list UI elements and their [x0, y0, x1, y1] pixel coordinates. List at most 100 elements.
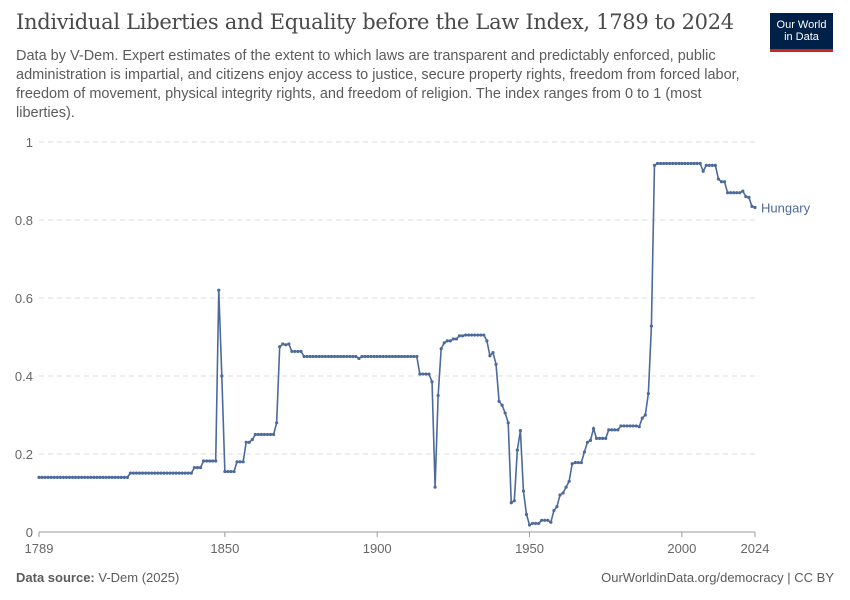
data-point	[427, 372, 431, 376]
owid-logo[interactable]: Our World in Data	[770, 13, 833, 52]
data-point	[354, 354, 358, 359]
data-point	[250, 437, 254, 442]
data-point	[366, 354, 370, 359]
data-point	[137, 471, 142, 475]
data-point	[211, 459, 215, 463]
data-point	[415, 354, 419, 359]
data-point	[204, 459, 209, 463]
data-point	[686, 161, 690, 166]
data-point	[738, 191, 742, 195]
data-point	[104, 475, 108, 479]
data-point	[552, 508, 556, 513]
data-point	[387, 354, 391, 359]
data-point	[241, 460, 245, 464]
data-point	[339, 354, 343, 359]
y-tick-label: 0.6	[15, 291, 33, 306]
data-point	[668, 161, 672, 166]
data-point	[153, 471, 157, 475]
data-point	[119, 475, 123, 479]
data-point	[238, 460, 242, 464]
footer-link[interactable]: OurWorldinData.org/democracy | CC BY	[601, 570, 834, 585]
data-point	[488, 354, 492, 358]
x-tick-label: 1900	[363, 541, 392, 556]
data-point	[360, 354, 364, 359]
data-point	[162, 471, 166, 475]
data-point	[561, 491, 565, 495]
data-point	[98, 475, 102, 479]
data-point	[180, 471, 184, 475]
data-point	[125, 475, 129, 479]
y-tick-label: 1	[26, 135, 33, 150]
data-point	[89, 475, 93, 479]
data-point	[436, 393, 440, 398]
data-point	[52, 475, 56, 479]
data-point	[232, 469, 236, 474]
data-point	[674, 161, 678, 166]
chart-subtitle: Data by V-Dem. Expert estimates of the e…	[16, 48, 740, 121]
data-point	[732, 191, 736, 195]
data-point	[86, 475, 90, 479]
source-name[interactable]: V-Dem (2025)	[98, 570, 180, 585]
data-point	[750, 204, 754, 208]
data-point	[622, 424, 626, 428]
data-point	[649, 324, 654, 328]
data-point	[680, 161, 684, 166]
data-point	[549, 520, 553, 524]
data-point	[497, 399, 501, 403]
data-point	[372, 354, 376, 359]
data-point	[147, 471, 151, 475]
data-point	[741, 189, 745, 193]
data-point	[70, 475, 75, 479]
data-point	[272, 432, 276, 437]
data-point	[308, 354, 312, 359]
data-point	[296, 349, 300, 354]
data-point	[707, 163, 711, 167]
data-point	[719, 180, 724, 184]
data-point	[457, 334, 462, 338]
data-point	[37, 475, 41, 479]
data-point	[140, 471, 145, 475]
data-point	[704, 163, 708, 167]
y-tick-label: 0.4	[15, 369, 33, 384]
data-point	[424, 372, 428, 376]
data-point	[555, 505, 559, 509]
data-point	[332, 354, 337, 359]
data-point	[503, 411, 507, 415]
x-tick-label: 1850	[210, 541, 239, 556]
data-point	[582, 450, 586, 454]
data-point	[591, 427, 596, 431]
x-tick-label: 2024	[741, 541, 770, 556]
data-point	[625, 424, 629, 428]
data-point	[128, 471, 133, 475]
data-point	[579, 460, 583, 465]
data-point	[476, 333, 480, 337]
data-point	[729, 191, 733, 195]
data-point	[463, 333, 468, 337]
data-point	[482, 333, 486, 337]
data-point	[512, 499, 516, 503]
data-point	[293, 349, 297, 354]
data-point	[418, 372, 422, 376]
logo-line-1: Our World	[776, 19, 827, 31]
data-point	[640, 416, 644, 420]
data-point	[131, 471, 136, 475]
data-point	[156, 471, 160, 475]
data-point	[342, 354, 346, 359]
data-point	[323, 354, 327, 359]
data-point	[262, 432, 267, 437]
data-point	[287, 342, 291, 346]
data-point	[652, 163, 657, 167]
data-point	[290, 349, 294, 354]
data-point	[515, 448, 519, 452]
data-point	[433, 485, 437, 489]
data-point	[421, 372, 425, 376]
data-point	[683, 161, 687, 166]
data-point	[281, 342, 285, 346]
data-point	[576, 460, 580, 465]
data-point	[107, 475, 111, 479]
data-point	[83, 475, 87, 479]
data-point	[628, 424, 632, 428]
data-point	[80, 475, 84, 479]
data-point	[607, 428, 611, 432]
